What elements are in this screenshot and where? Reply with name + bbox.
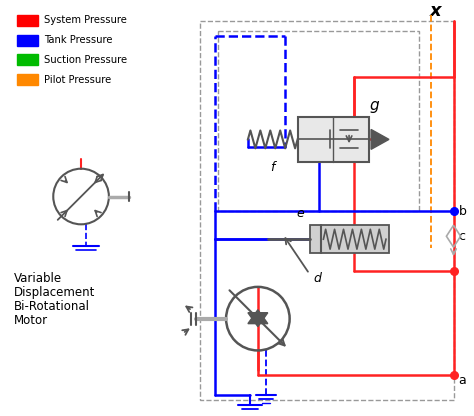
Bar [218, 31, 419, 211]
Bar [298, 117, 369, 162]
Text: d: d [313, 272, 321, 285]
Text: g: g [369, 98, 379, 113]
Text: Displacement: Displacement [14, 286, 95, 300]
Bar [17, 35, 38, 45]
Polygon shape [248, 313, 268, 327]
Text: Variable: Variable [14, 272, 62, 285]
Text: e: e [297, 207, 304, 220]
Text: f: f [271, 161, 275, 174]
Polygon shape [248, 310, 268, 324]
Text: Pilot Pressure: Pilot Pressure [45, 75, 111, 85]
Text: a: a [458, 374, 466, 387]
Bar [17, 15, 38, 26]
Bar [17, 54, 38, 65]
Text: c: c [458, 230, 465, 243]
Polygon shape [371, 129, 389, 149]
Text: System Pressure: System Pressure [45, 15, 127, 25]
Text: Bi-Rotational: Bi-Rotational [14, 300, 90, 313]
Text: b: b [458, 205, 466, 218]
Bar [310, 225, 389, 253]
Text: Motor: Motor [14, 314, 48, 327]
Bar [200, 21, 454, 400]
Text: Suction Pressure: Suction Pressure [45, 55, 128, 65]
Bar [17, 74, 38, 85]
Text: x: x [430, 2, 441, 20]
Text: Tank Pressure: Tank Pressure [45, 35, 113, 45]
